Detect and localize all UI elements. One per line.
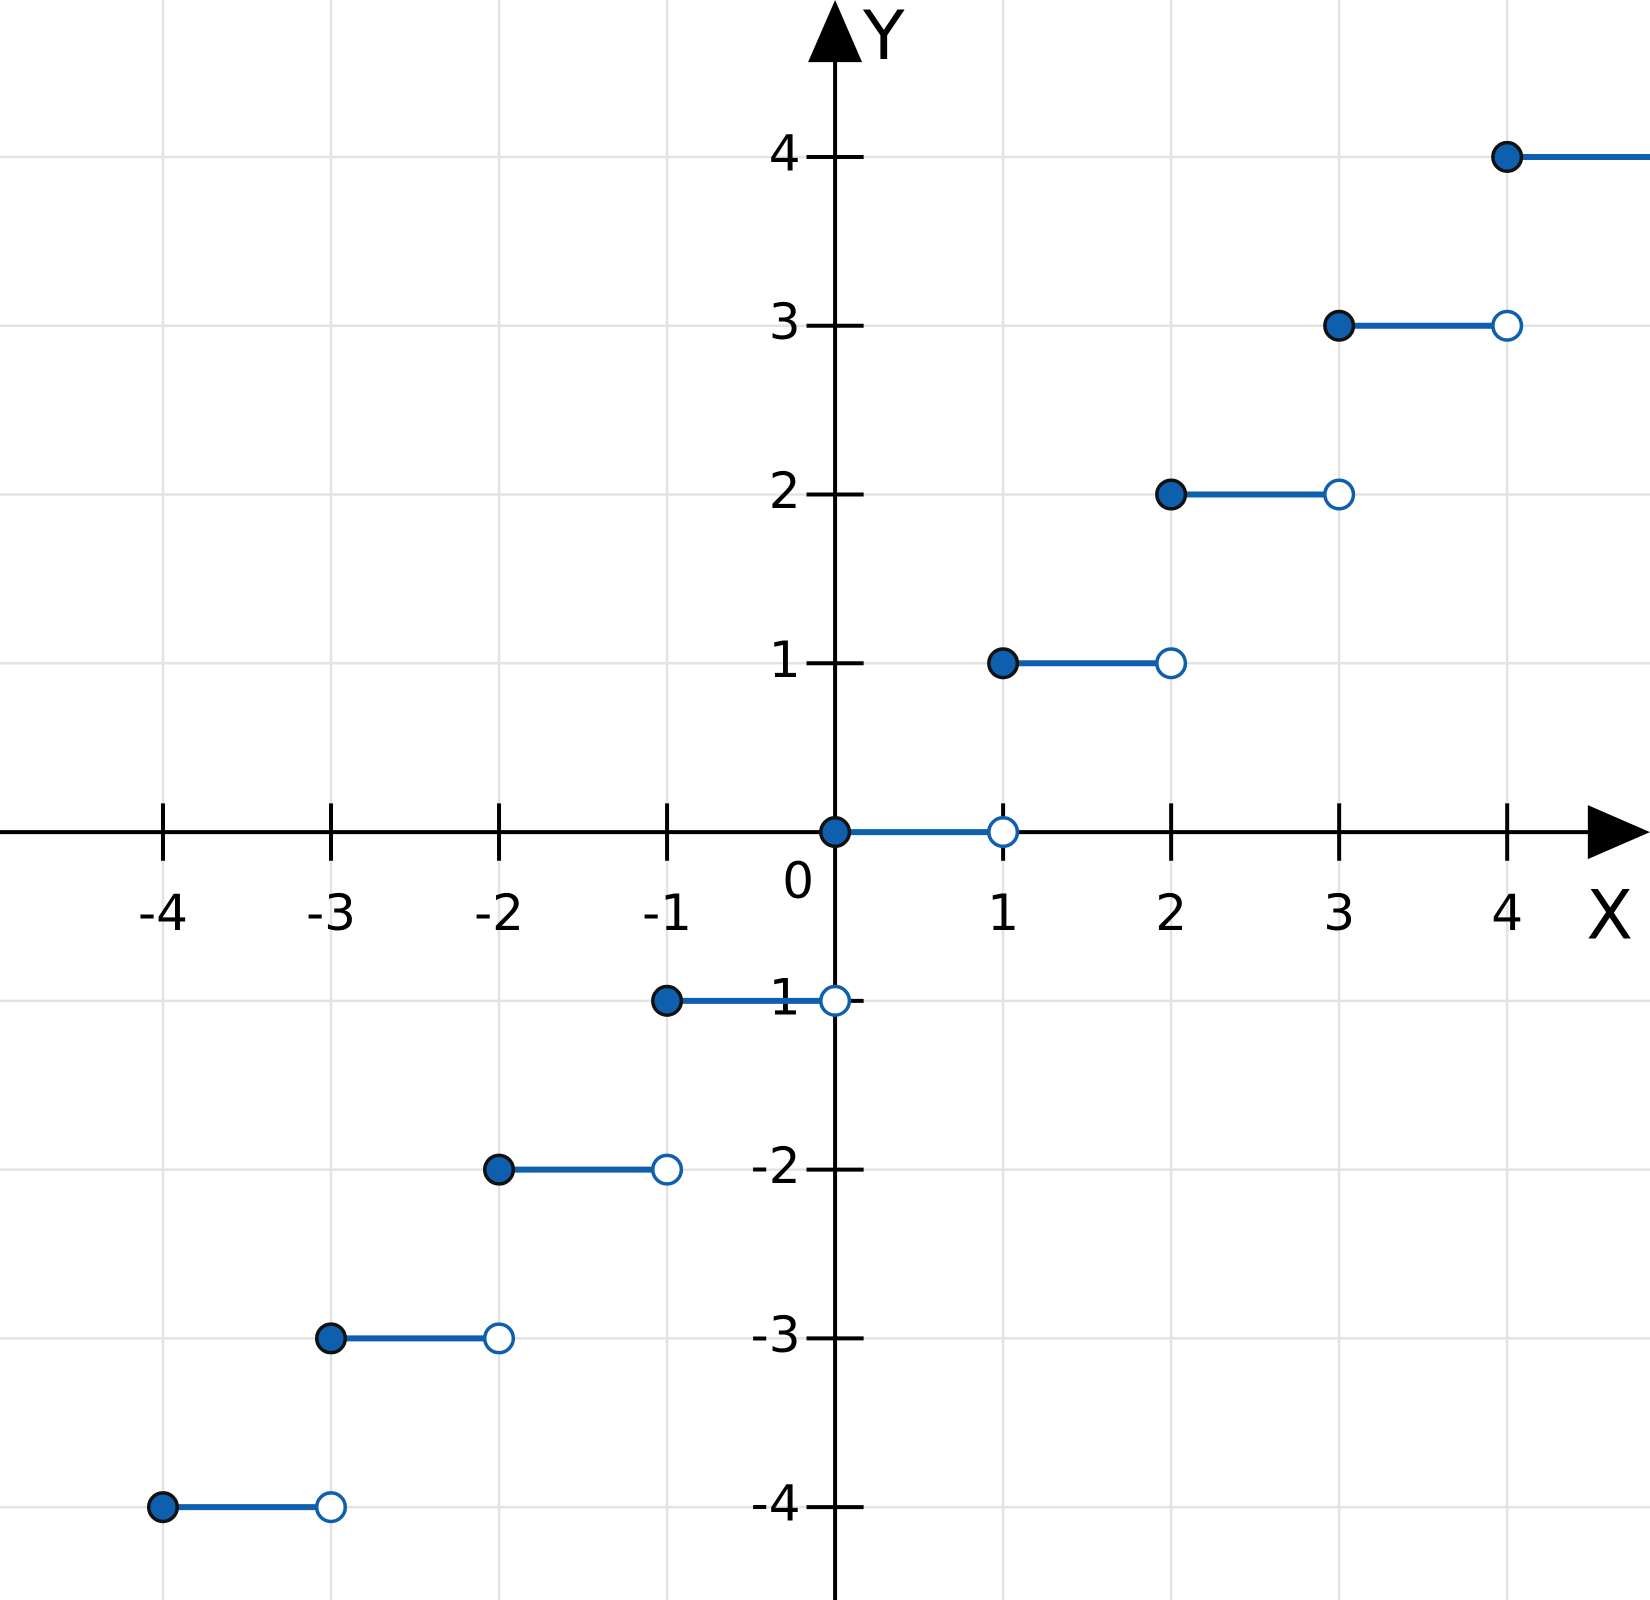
open-endpoint: [819, 984, 852, 1017]
ticks: [160, 154, 1510, 1510]
closed-endpoint: [1323, 309, 1356, 342]
tick-labels: -4 -3 -2 -1 1 2 3 4 -4 -3 -2 -1 1 2 3 4: [138, 124, 1523, 1532]
y-tick-label: -2: [751, 1137, 801, 1195]
open-endpoint: [483, 1322, 516, 1355]
y-axis-arrow: [808, 0, 863, 63]
y-tick-label: -4: [751, 1475, 801, 1533]
x-tick-label: 4: [1491, 884, 1523, 942]
open-endpoint: [1155, 647, 1188, 680]
y-tick-label: -1: [751, 968, 801, 1026]
x-axis-arrow: [1587, 805, 1650, 860]
x-tick-label: 3: [1323, 884, 1355, 942]
open-endpoint: [651, 1153, 684, 1186]
y-tick-label: 4: [769, 124, 801, 182]
closed-endpoint: [314, 1322, 348, 1355]
closed-endpoint: [819, 816, 852, 849]
closed-endpoint: [146, 1491, 180, 1524]
open-endpoint: [314, 1491, 348, 1524]
closed-endpoint: [1155, 478, 1188, 511]
y-tick-label: 3: [769, 293, 801, 351]
closed-endpoint: [483, 1153, 516, 1186]
x-tick-label: -3: [306, 884, 356, 942]
x-tick-label: -4: [138, 884, 188, 942]
y-tick-label: 1: [769, 631, 801, 689]
closed-endpoint: [1491, 140, 1524, 173]
closed-endpoint: [987, 647, 1020, 680]
open-endpoint: [987, 816, 1020, 849]
x-tick-label: -2: [474, 884, 524, 942]
y-axis-label: Y: [862, 0, 905, 76]
origin-label: 0: [782, 852, 814, 910]
x-tick-label: 1: [987, 884, 1019, 942]
y-tick-label: 2: [769, 462, 801, 520]
x-axis-label: X: [1586, 876, 1633, 955]
open-endpoint: [1323, 478, 1356, 511]
series: [146, 140, 1650, 1524]
y-tick-label: -3: [751, 1306, 801, 1364]
x-tick-label: -1: [642, 884, 692, 942]
open-endpoint: [1491, 309, 1524, 342]
x-tick-label: 2: [1155, 884, 1187, 942]
closed-endpoint: [651, 984, 684, 1017]
